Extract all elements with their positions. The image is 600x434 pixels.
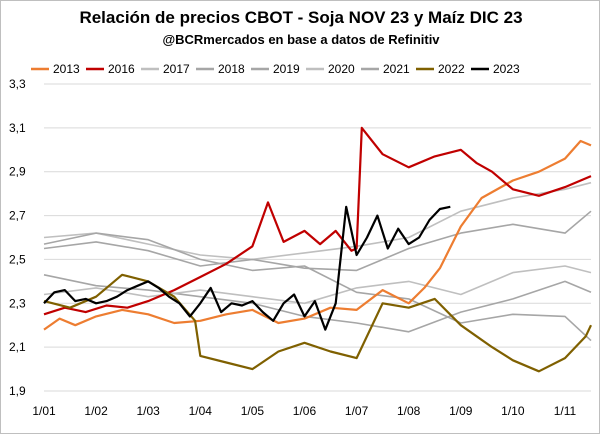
y-tick-label: 2,9 — [9, 165, 26, 179]
legend-label-2022: 2022 — [438, 62, 465, 76]
series-line-2013 — [43, 139, 592, 331]
legend-label-2013: 2013 — [53, 62, 80, 76]
chart-subtitle: @BCRmercados en base a datos de Refiniti… — [162, 32, 440, 47]
series-line-2017 — [43, 181, 592, 261]
x-tick-label: 1/05 — [241, 404, 265, 418]
series-line-2020 — [43, 265, 592, 305]
legend-label-2017: 2017 — [163, 62, 190, 76]
y-tick-label: 3,1 — [9, 121, 26, 135]
x-tick-label: 1/07 — [345, 404, 369, 418]
x-axis-ticks: 1/01 1/02 1/03 1/04 1/05 1/06 1/07 1/08 1/09 1/10… — [32, 404, 576, 418]
series-line-2016 — [43, 126, 592, 316]
x-tick-label: 1/03 — [137, 404, 161, 418]
y-axis-ticks: 1,9 2,1 2,3 2,5 2,7 2,9 3,1 3,3 — [9, 77, 26, 398]
y-tick-label: 2,5 — [9, 252, 26, 266]
series-line-2021 — [43, 232, 592, 342]
x-tick-label: 1/04 — [189, 404, 213, 418]
legend-label-2016: 2016 — [108, 62, 135, 76]
legend-label-2023: 2023 — [493, 62, 520, 76]
x-tick-label: 1/10 — [501, 404, 525, 418]
x-tick-label: 1/11 — [554, 404, 577, 418]
legend-label-2019: 2019 — [273, 62, 300, 76]
y-tick-label: 3,3 — [9, 77, 26, 91]
x-tick-label: 1/09 — [449, 404, 473, 418]
series-line-2023 — [43, 205, 451, 331]
x-tick-label: 1/02 — [84, 404, 108, 418]
y-tick-label: 2,3 — [9, 296, 26, 310]
y-tick-label: 2,7 — [9, 209, 26, 223]
x-tick-label: 1/06 — [293, 404, 317, 418]
series-line-2019 — [43, 274, 592, 333]
chart-title: Relación de precios CBOT - Soja NOV 23 y… — [79, 8, 522, 27]
series-lines — [43, 126, 592, 373]
x-tick-label: 1/08 — [397, 404, 421, 418]
x-tick-label: 1/01 — [32, 404, 56, 418]
legend: 2013 2016 2017 2018 2019 2020 2021 2022 2023 — [31, 62, 520, 76]
legend-label-2021: 2021 — [383, 62, 410, 76]
y-tick-label: 2,1 — [9, 340, 26, 354]
legend-label-2020: 2020 — [328, 62, 355, 76]
series-line-2018 — [43, 210, 592, 272]
y-tick-label: 1,9 — [9, 384, 26, 398]
gridlines — [44, 83, 591, 392]
series-line-2022 — [43, 273, 592, 373]
legend-label-2018: 2018 — [218, 62, 245, 76]
